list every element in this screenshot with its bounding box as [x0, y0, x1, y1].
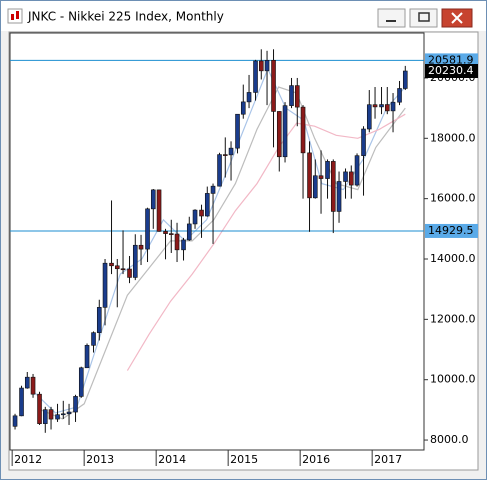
candle-body: [222, 154, 228, 156]
candle-body: [240, 101, 246, 115]
candle-body: [348, 171, 354, 186]
candle-body: [37, 393, 42, 424]
candle-body: [307, 152, 312, 199]
price-label: 20230.4: [428, 64, 474, 77]
candle-body: [48, 409, 54, 420]
price-label-box: [425, 53, 478, 68]
candle-body: [228, 147, 234, 156]
candle-body: [91, 332, 96, 346]
candle-body: [192, 209, 198, 225]
y-tick-label: 10000.0: [430, 373, 476, 386]
candle-body: [325, 161, 330, 179]
candle-body: [168, 233, 174, 235]
candle-body: [204, 193, 210, 217]
price-axis: 8000.0 10000.0 12000.0 14000.0 16000.0 18000.…: [424, 53, 478, 446]
candle-body: [138, 244, 144, 250]
candle-body: [264, 60, 270, 72]
candle-body: [246, 92, 252, 103]
candle-body: [120, 268, 126, 271]
candle-body: [379, 104, 384, 108]
x-tick-label: 2016: [302, 453, 330, 466]
candle-body: [366, 104, 372, 130]
candle-body: [150, 189, 156, 210]
minimize-button[interactable]: [377, 8, 406, 28]
candle-body: [132, 244, 138, 278]
candle-body: [402, 70, 408, 89]
candle-body: [330, 161, 336, 212]
candle-body: [127, 268, 132, 278]
candle-body: [42, 409, 48, 424]
candle-body: [390, 101, 396, 112]
candle-body: [235, 113, 240, 149]
candle-body: [271, 60, 276, 112]
y-tick-label: 16000.0: [430, 192, 476, 205]
plot-area: 2012 2013 2014 2015 2016 2017: [10, 49, 424, 466]
candle-body: [300, 106, 306, 154]
candle-body: [55, 414, 60, 420]
candle-body: [96, 307, 102, 333]
candle-body: [73, 396, 78, 413]
candle-body: [66, 411, 72, 415]
candle-body: [258, 60, 264, 72]
candle-body: [24, 376, 30, 389]
x-tick-label: 2013: [86, 453, 114, 466]
plot-frame: [9, 32, 425, 451]
x-tick-label: 2014: [158, 453, 186, 466]
moving-average-line: [33, 67, 406, 414]
candle-body: [84, 345, 90, 369]
candle-body: [163, 231, 168, 234]
candle-body: [217, 154, 222, 187]
candle-body: [156, 189, 162, 232]
candle-body: [174, 233, 180, 251]
candle-body: [60, 413, 66, 416]
x-tick-label: 2017: [374, 453, 402, 466]
candle-body: [186, 223, 192, 241]
candle-body: [78, 367, 84, 397]
candle-body: [354, 155, 360, 186]
candle-body: [12, 415, 18, 427]
candle-body: [253, 60, 258, 93]
candle-body: [276, 111, 282, 158]
maximize-button[interactable]: [409, 8, 438, 28]
price-label-box: [425, 223, 478, 238]
price-label: 20581.9: [428, 53, 474, 66]
price-label: 14929.5: [428, 224, 474, 237]
app-icon: [7, 8, 23, 24]
candle-body: [397, 88, 402, 103]
x-tick-label: 2012: [14, 453, 42, 466]
candle-body: [336, 181, 342, 212]
candle-body: [210, 185, 216, 194]
candle-body: [312, 175, 318, 199]
moving-average-line: [126, 113, 406, 371]
price-label-box: [425, 64, 478, 79]
candle-body: [145, 208, 150, 250]
candle-body: [294, 85, 300, 108]
candle-body: [343, 171, 348, 182]
candle-body: [384, 104, 390, 112]
candle-body: [199, 209, 204, 217]
y-tick-label: 14000.0: [430, 252, 476, 265]
window-title: JNKC - Nikkei 225 Index, Monthly: [27, 10, 224, 24]
candle-body: [102, 262, 108, 308]
candle-body: [372, 104, 378, 108]
y-tick-label: 8000.0: [430, 433, 469, 446]
x-tick-label: 2015: [230, 453, 258, 466]
candle-body: [289, 85, 294, 106]
candle-body: [109, 262, 114, 267]
candle-body: [114, 265, 120, 270]
candle-body: [318, 175, 324, 179]
candle-body: [30, 376, 36, 395]
candle-body: [361, 128, 366, 156]
y-tick-label: 18000.0: [430, 131, 476, 144]
close-button[interactable]: [441, 8, 473, 28]
candle-body: [19, 387, 24, 417]
candle-body: [282, 105, 288, 158]
y-tick-label: 12000.0: [430, 312, 476, 325]
candle-body: [181, 239, 186, 251]
